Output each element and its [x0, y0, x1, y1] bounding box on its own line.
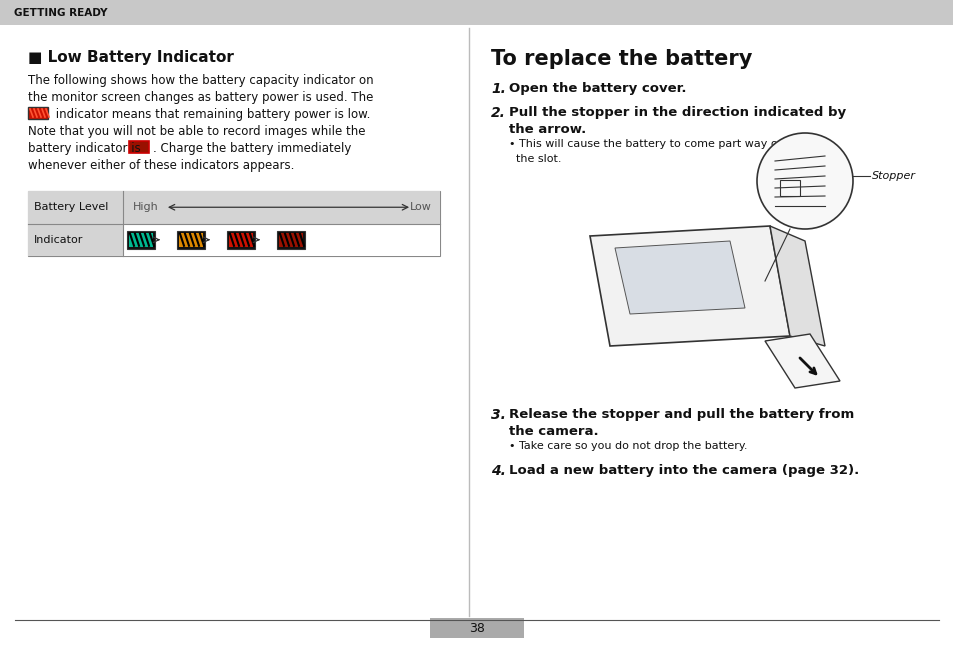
- Text: 1.: 1.: [491, 82, 506, 96]
- Text: Note that you will not be able to record images while the: Note that you will not be able to record…: [28, 125, 365, 138]
- Text: Open the battery cover.: Open the battery cover.: [509, 82, 686, 95]
- Bar: [227, 231, 254, 249]
- Bar: [0, 0, 953, 25]
- Text: 38: 38: [469, 621, 484, 634]
- Text: • Take care so you do not drop the battery.: • Take care so you do not drop the batte…: [509, 441, 747, 451]
- Text: the camera.: the camera.: [509, 425, 598, 438]
- Text: 4.: 4.: [491, 464, 506, 478]
- Bar: [780, 180, 800, 196]
- Bar: [229, 233, 253, 247]
- Polygon shape: [615, 241, 744, 314]
- Text: ■ Low Battery Indicator: ■ Low Battery Indicator: [28, 50, 233, 65]
- Text: Indicator: Indicator: [34, 234, 83, 245]
- Text: Release the stopper and pull the battery from: Release the stopper and pull the battery…: [509, 408, 854, 421]
- Text: Stopper: Stopper: [871, 171, 915, 181]
- Text: GETTING READY: GETTING READY: [14, 8, 108, 18]
- Bar: [28, 191, 439, 224]
- Bar: [278, 233, 303, 247]
- Text: the arrow.: the arrow.: [509, 123, 586, 136]
- Text: Load a new battery into the camera (page 32).: Load a new battery into the camera (page…: [509, 464, 859, 477]
- Bar: [129, 141, 149, 153]
- Text: The following shows how the battery capacity indicator on: The following shows how the battery capa…: [28, 74, 374, 87]
- Text: the slot.: the slot.: [516, 154, 561, 164]
- Bar: [28, 191, 439, 256]
- Polygon shape: [764, 334, 840, 388]
- Bar: [28, 107, 48, 119]
- Text: battery indicator is: battery indicator is: [28, 142, 144, 155]
- Bar: [430, 618, 523, 638]
- Bar: [129, 233, 152, 247]
- Text: Low: Low: [410, 202, 432, 213]
- Text: Battery Level: Battery Level: [34, 202, 109, 213]
- Text: the monitor screen changes as battery power is used. The: the monitor screen changes as battery po…: [28, 91, 373, 104]
- Text: High: High: [132, 202, 158, 213]
- Text: 3.: 3.: [491, 408, 506, 422]
- Text: whenever either of these indicators appears.: whenever either of these indicators appe…: [28, 159, 294, 172]
- Text: Pull the stopper in the direction indicated by: Pull the stopper in the direction indica…: [509, 106, 845, 119]
- Text: 2.: 2.: [491, 106, 506, 120]
- Bar: [28, 224, 123, 256]
- Polygon shape: [589, 226, 789, 346]
- Bar: [127, 231, 154, 249]
- Text: • This will cause the battery to come part way out of: • This will cause the battery to come pa…: [509, 139, 802, 149]
- Polygon shape: [769, 226, 824, 346]
- Bar: [276, 231, 305, 249]
- Bar: [179, 233, 203, 247]
- Circle shape: [757, 133, 852, 229]
- Text: . Charge the battery immediately: . Charge the battery immediately: [152, 142, 351, 155]
- Bar: [28, 224, 439, 256]
- Bar: [177, 231, 205, 249]
- Text: indicator means that remaining battery power is low.: indicator means that remaining battery p…: [52, 108, 370, 121]
- Text: To replace the battery: To replace the battery: [491, 49, 752, 69]
